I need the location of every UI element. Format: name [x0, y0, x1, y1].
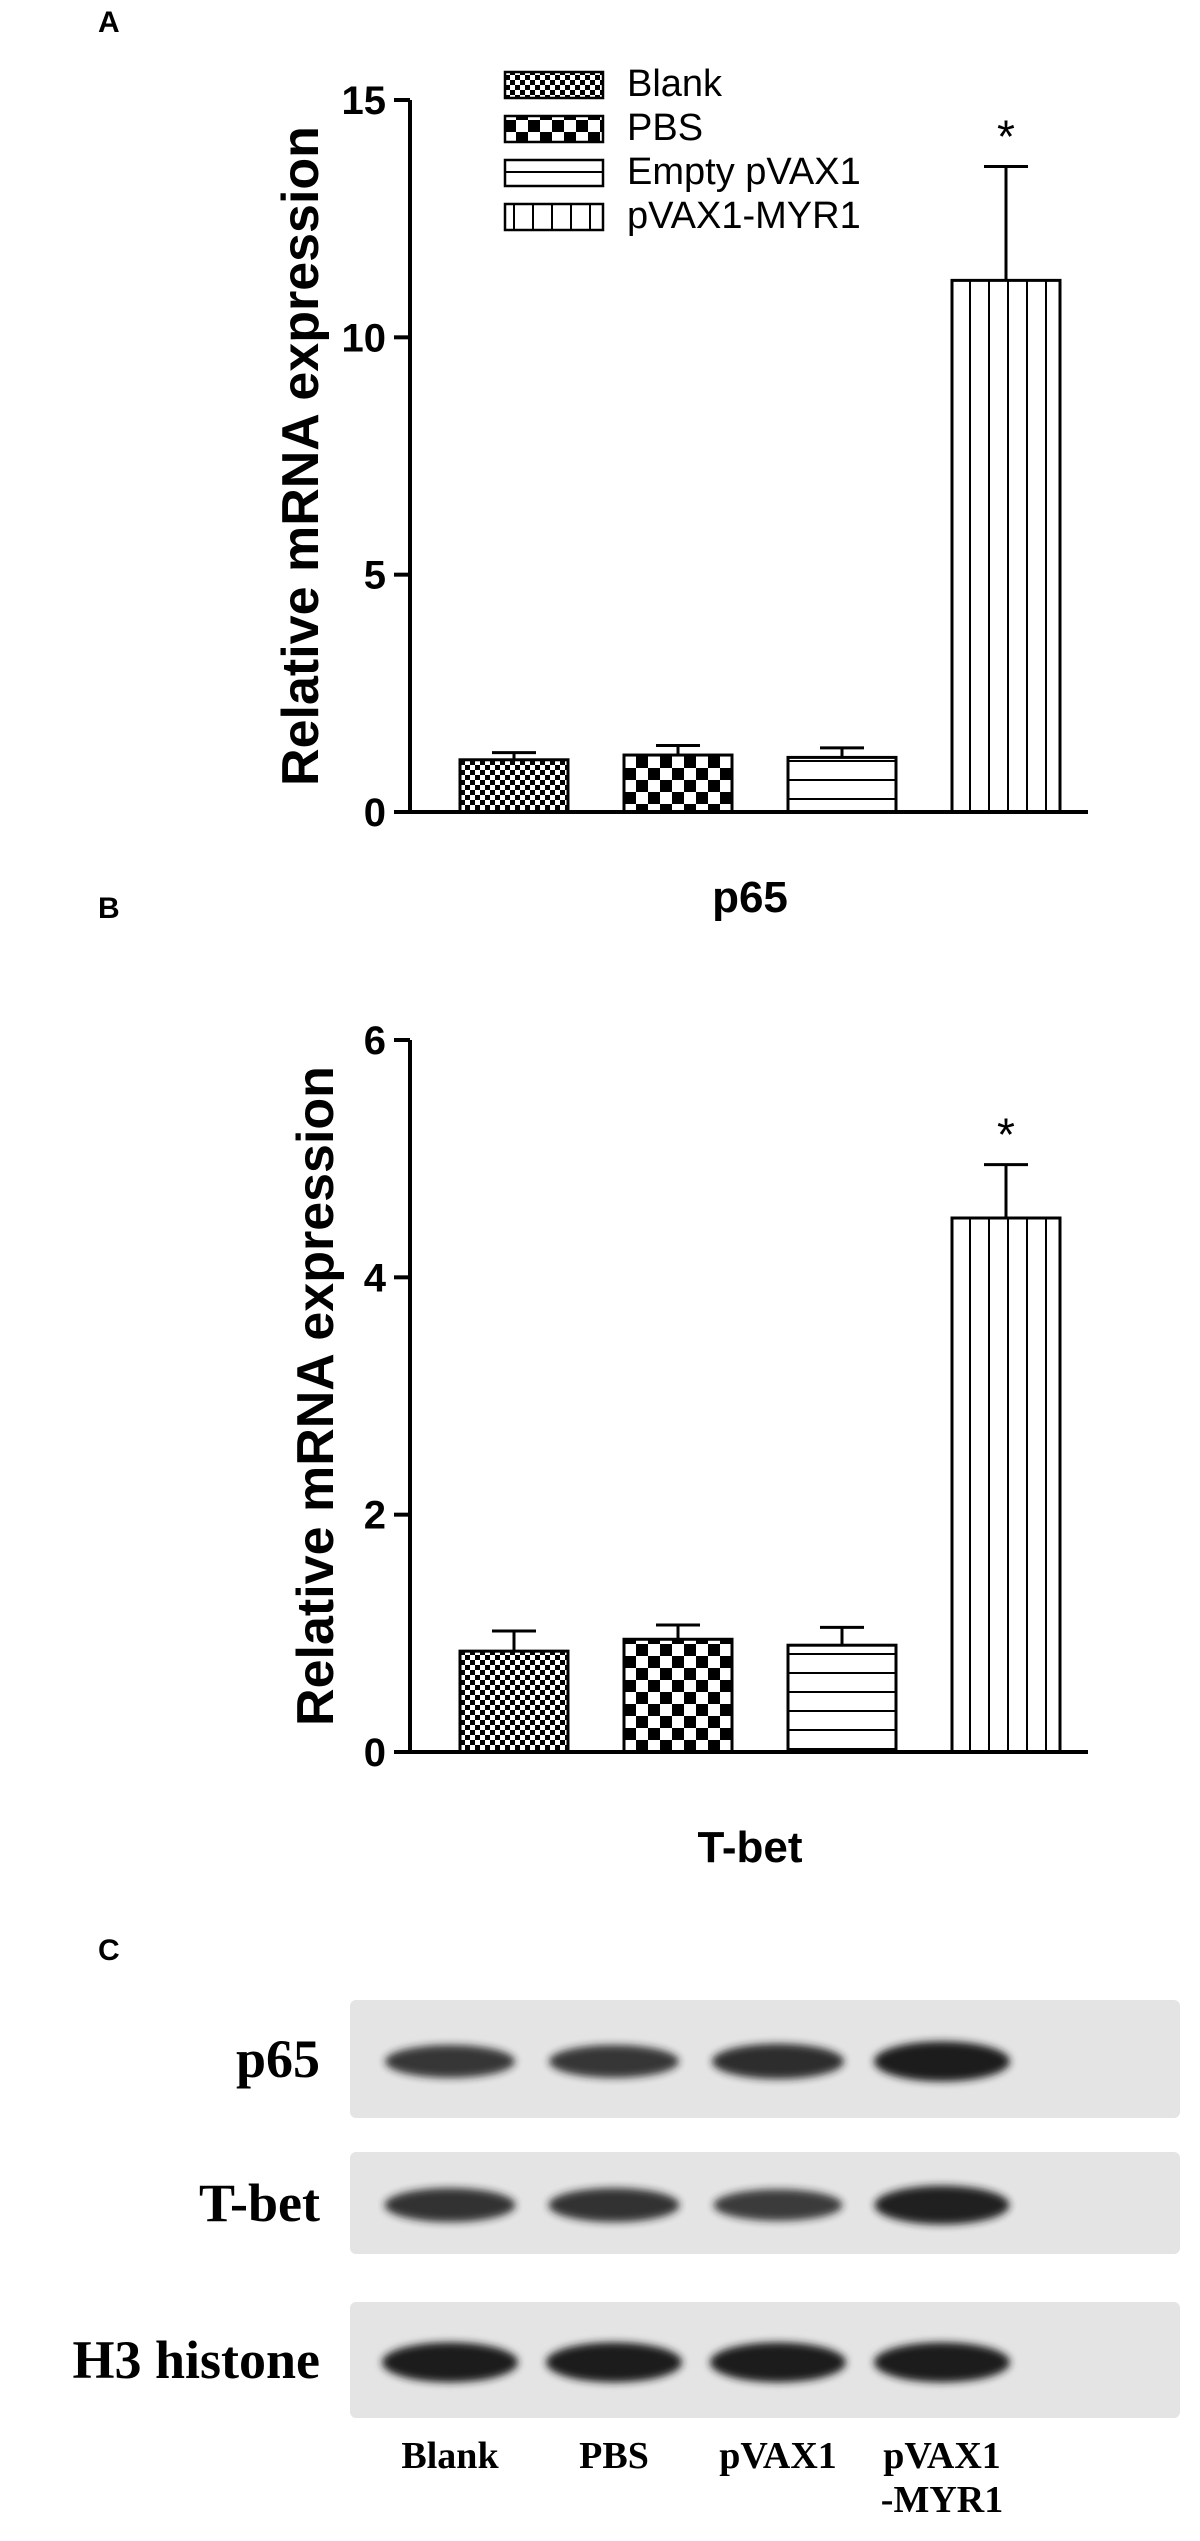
blot-row-label: H3 histone — [72, 2330, 320, 2390]
legend-swatch — [503, 202, 605, 232]
significance-mark: * — [997, 1109, 1015, 1161]
significance-mark: * — [997, 110, 1015, 162]
lane-label: pVAX1 — [719, 2435, 837, 2477]
chart-a-p65: 0 5 10 15 Relative mRNA expression * p65 BlankP… — [272, 63, 1088, 922]
panel-letter-c: C — [98, 1934, 120, 1967]
y-tick-label: 6 — [364, 1019, 386, 1063]
blot-row-p65: p65 — [236, 2000, 1180, 2118]
bar-pbs — [622, 753, 734, 814]
y-axis-title: Relative mRNA expression — [272, 126, 330, 786]
blot-band — [710, 2342, 846, 2383]
blot-row-t-bet: T-bet — [199, 2152, 1180, 2254]
blot-band — [382, 2342, 518, 2383]
y-tick-label: 15 — [342, 79, 387, 123]
panel-letter-a: A — [98, 6, 120, 39]
lane-label: PBS — [579, 2435, 649, 2477]
blot-row-h3-histone: H3 histone — [72, 2302, 1180, 2418]
blot-band — [712, 2043, 844, 2079]
blot-band — [549, 2044, 679, 2078]
blot-band — [548, 2188, 680, 2223]
legend-label: Blank — [627, 63, 723, 105]
bar-pbs — [622, 1637, 734, 1754]
bar-blank — [458, 1649, 570, 1754]
y-tick-label: 5 — [364, 554, 386, 598]
lane-label: pVAX1 — [883, 2435, 1001, 2477]
x-axis-title: p65 — [712, 873, 788, 922]
panel-letter-b: B — [98, 892, 120, 925]
bar-blank — [458, 758, 570, 814]
bar-pvax1-myr1 — [950, 278, 1062, 814]
y-tick-label: 0 — [364, 791, 386, 835]
blot-band — [546, 2342, 682, 2383]
blot-row-label: T-bet — [199, 2173, 320, 2233]
y-tick-label: 10 — [342, 316, 387, 360]
bar-pvax1-myr1 — [950, 1216, 1062, 1754]
y-axis-title: Relative mRNA expression — [287, 1066, 345, 1726]
legend-swatch — [503, 158, 605, 188]
legend-label: PBS — [627, 107, 703, 149]
legend-label: Empty pVAX1 — [627, 151, 861, 193]
bar-empty-pvax1 — [786, 1643, 898, 1754]
bar-empty-pvax1 — [786, 755, 898, 814]
lane-label-line2: -MYR1 — [881, 2479, 1003, 2521]
y-tick-label: 4 — [364, 1256, 387, 1300]
blot-row-label: p65 — [236, 2029, 320, 2089]
legend-swatch — [503, 70, 605, 100]
blot-band — [713, 2189, 843, 2221]
lane-label: Blank — [401, 2435, 499, 2477]
blot-band — [874, 2185, 1010, 2225]
legend-label: pVAX1-MYR1 — [627, 195, 861, 237]
blot-band — [874, 2041, 1010, 2082]
chart-b-tbet: 0 2 4 6 Relative mRNA expression * T-bet — [287, 1019, 1088, 1872]
x-axis-title: T-bet — [697, 1823, 802, 1872]
legend-swatch — [503, 114, 605, 144]
y-tick-label: 0 — [364, 1731, 386, 1775]
blot-band — [874, 2342, 1010, 2383]
blot-band — [384, 2188, 516, 2223]
blot-band — [385, 2044, 515, 2078]
y-tick-label: 2 — [364, 1494, 386, 1538]
